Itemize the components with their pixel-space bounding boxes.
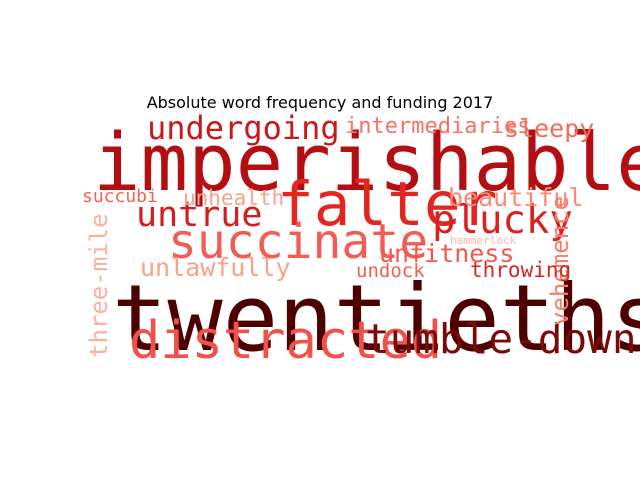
word-unfitness: unfitness — [379, 239, 514, 268]
word-falter: falter — [277, 169, 497, 240]
word-distracted: distracted — [129, 311, 442, 371]
word-three-mile: three-mile — [85, 214, 113, 359]
word-succinate: succinate — [168, 214, 428, 270]
word-undergoing: undergoing — [147, 109, 340, 147]
word-untrue: untrue — [136, 195, 262, 235]
word-unhealth: unhealth — [183, 186, 284, 210]
word-intermediaries: intermediaries — [345, 114, 530, 139]
word-unlawfully: unlawfully — [140, 253, 291, 282]
word-hammerlock: hammerlock — [450, 234, 517, 247]
word-plucky: plucky — [432, 198, 573, 243]
chart-title: Absolute word frequency and funding 2017 — [146, 93, 494, 112]
word-twentieths: twentieths — [112, 265, 640, 372]
word-imperishable: imperishable — [93, 117, 640, 209]
word-throwing: throwing — [470, 258, 571, 282]
word-sleepy: sleepy — [504, 114, 594, 143]
word-vehemence: vehemence — [546, 196, 574, 326]
word-tumble-down: tumble-down — [365, 315, 637, 363]
word-succubi: succubi — [82, 186, 158, 207]
word-undock: undock — [356, 260, 425, 282]
word-beautiful: beautiful — [448, 183, 583, 212]
